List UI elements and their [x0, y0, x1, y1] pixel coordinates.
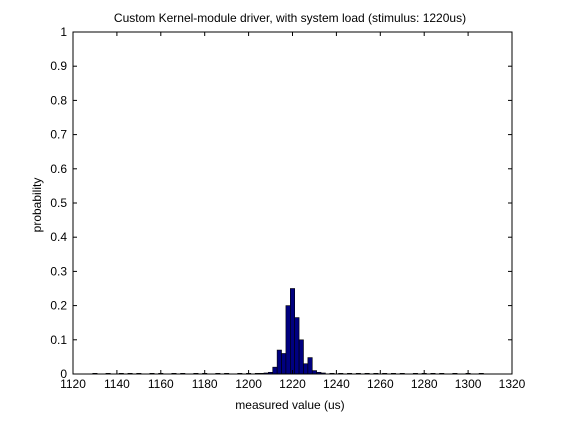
histogram-bar	[311, 370, 317, 375]
x-tick-label: 1300	[455, 377, 482, 391]
y-tick-label: 0.7	[50, 128, 67, 142]
x-tick-label: 1240	[323, 377, 350, 391]
histogram-bar	[307, 357, 313, 375]
x-tick-label: 1120	[60, 377, 86, 391]
x-tick-label: 1260	[367, 377, 394, 391]
y-tick-label: 0.4	[50, 230, 67, 244]
y-axis-label: probability	[30, 178, 44, 233]
y-tick-label: 1	[60, 25, 67, 39]
y-tick-label: 0.1	[50, 333, 67, 347]
x-tick-label: 1220	[279, 377, 306, 391]
x-tick-label: 1160	[148, 377, 174, 391]
x-tick-label: 1200	[235, 377, 262, 391]
y-tick-label: 0.9	[50, 59, 67, 73]
histogram-bar	[298, 339, 304, 375]
histogram-bar	[281, 353, 287, 375]
y-tick-label: 0	[60, 367, 67, 381]
histogram-bar	[303, 363, 309, 375]
y-tick-label: 0.5	[50, 196, 67, 210]
x-tick-label: 1280	[411, 377, 438, 391]
bar-group	[92, 288, 484, 375]
chart-title: Custom Kernel-module driver, with system…	[114, 11, 466, 25]
histogram-bar	[276, 349, 282, 375]
x-tick-label: 1320	[499, 377, 526, 391]
y-tick-label: 0.2	[50, 299, 67, 313]
x-axis-ticks: 1120 1140 1160 1180 1200 1220 1240 1260 1280 1300…	[60, 32, 526, 391]
histogram-bar	[294, 317, 300, 375]
y-tick-label: 0.8	[50, 93, 67, 107]
histogram-bar	[285, 305, 291, 375]
y-axis-ticks: 0 0.1 0.2 0.3 0.4 0.5 0.6 0.7 0.8 0.9 1	[50, 25, 512, 381]
x-tick-label: 1180	[192, 377, 218, 391]
y-tick-label: 0.6	[50, 162, 67, 176]
x-tick-label: 1140	[104, 377, 130, 391]
y-tick-label: 0.3	[50, 264, 67, 278]
histogram-bar	[272, 366, 278, 375]
histogram-bar	[290, 288, 295, 375]
x-axis-label: measured value (us)	[235, 398, 344, 412]
